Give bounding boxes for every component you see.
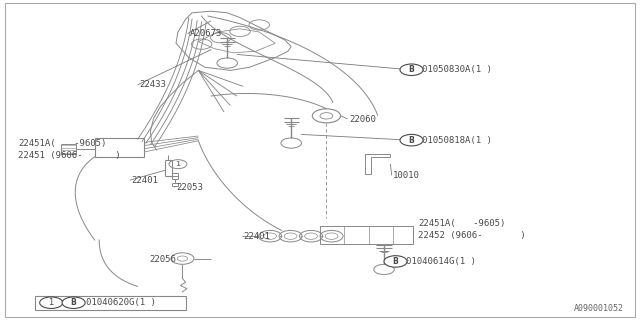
Text: 1: 1 bbox=[175, 161, 180, 167]
Text: 22060: 22060 bbox=[349, 115, 376, 124]
Circle shape bbox=[400, 134, 423, 146]
Text: 22452 (9606-: 22452 (9606- bbox=[418, 231, 483, 240]
Text: -9605): -9605) bbox=[457, 219, 506, 228]
Text: 01040620G(1 ): 01040620G(1 ) bbox=[86, 298, 156, 307]
Text: B: B bbox=[409, 65, 414, 74]
Circle shape bbox=[40, 297, 63, 308]
Text: A20673: A20673 bbox=[189, 29, 221, 38]
Text: 10010: 10010 bbox=[393, 171, 420, 180]
Text: 22401: 22401 bbox=[131, 176, 158, 185]
Text: 1: 1 bbox=[49, 298, 54, 307]
Text: B: B bbox=[71, 298, 76, 307]
Text: ): ) bbox=[83, 151, 121, 160]
Text: -9605): -9605) bbox=[58, 139, 106, 148]
Text: B: B bbox=[393, 257, 398, 266]
Text: B: B bbox=[409, 136, 414, 145]
Circle shape bbox=[62, 297, 85, 308]
Text: ): ) bbox=[488, 231, 525, 240]
Text: 22053: 22053 bbox=[176, 183, 203, 192]
Text: 01050830A(1 ): 01050830A(1 ) bbox=[422, 65, 492, 74]
Text: 22451A(: 22451A( bbox=[418, 219, 456, 228]
Text: 22056: 22056 bbox=[150, 255, 177, 264]
Text: 22401: 22401 bbox=[243, 232, 270, 241]
Text: 01040614G(1 ): 01040614G(1 ) bbox=[406, 257, 476, 266]
Text: 01050818A(1 ): 01050818A(1 ) bbox=[422, 136, 492, 145]
Circle shape bbox=[384, 256, 407, 267]
Text: 22451 (9606-: 22451 (9606- bbox=[18, 151, 83, 160]
Circle shape bbox=[400, 64, 423, 76]
Text: 22451A(: 22451A( bbox=[18, 139, 56, 148]
Text: 22433: 22433 bbox=[140, 80, 166, 89]
Text: A090001052: A090001052 bbox=[574, 304, 624, 313]
